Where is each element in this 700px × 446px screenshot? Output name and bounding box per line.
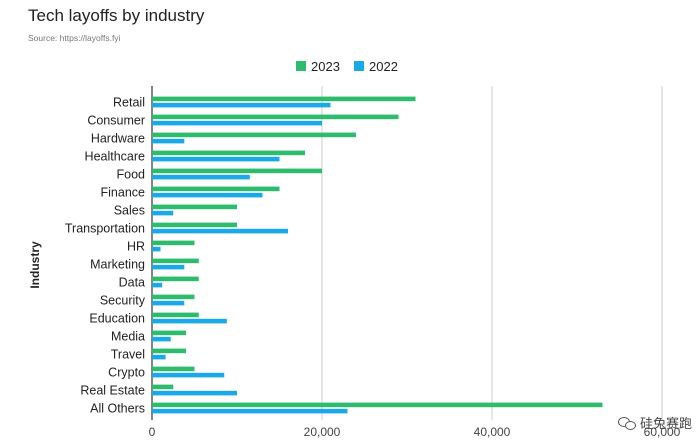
bar-2023-sales	[152, 204, 237, 210]
bar-2022-retail	[152, 102, 331, 108]
bar-2022-finance	[152, 192, 263, 198]
category-label: Media	[111, 330, 145, 344]
bar-2022-consumer	[152, 120, 322, 126]
chart-legend: 2023 2022	[296, 59, 398, 74]
x-tick-label: 20,000	[304, 425, 341, 439]
bar-2022-hardware	[152, 138, 185, 144]
watermark: 硅兔赛跑	[617, 413, 692, 432]
watermark-text: 硅兔赛跑	[639, 416, 692, 431]
y-axis-title: Industry	[28, 241, 42, 289]
bar-2022-marketing	[152, 264, 185, 270]
bar-2022-sales	[152, 210, 174, 216]
category-label: Food	[117, 168, 146, 182]
bar-2023-healthcare	[152, 150, 305, 156]
bar-2023-finance	[152, 186, 280, 192]
bar-2022-healthcare	[152, 156, 280, 162]
bar-2022-real-estate	[152, 390, 237, 396]
bar-2023-consumer	[152, 114, 399, 120]
category-label: Marketing	[90, 258, 145, 272]
chart-title: Tech layoffs by industry	[28, 6, 205, 25]
legend-label-2023: 2023	[311, 59, 340, 74]
bar-2023-real-estate	[152, 384, 174, 390]
category-label: Security	[100, 294, 146, 308]
bar-2023-food	[152, 168, 322, 174]
category-label: Crypto	[108, 366, 145, 380]
legend-label-2022: 2022	[369, 59, 398, 74]
bar-2022-data	[152, 282, 163, 288]
x-tick-label: 40,000	[474, 425, 511, 439]
category-label: Education	[89, 312, 145, 326]
bar-2023-retail	[152, 96, 416, 102]
bar-2023-data	[152, 276, 199, 282]
bar-2023-education	[152, 312, 199, 318]
x-tick-label: 60,000	[644, 425, 681, 439]
bar-2022-crypto	[152, 372, 225, 378]
chart-subtitle: Source: https://layoffs.fyi	[28, 33, 121, 43]
category-label: Travel	[111, 348, 145, 362]
legend-swatch-2023	[296, 61, 306, 71]
bar-2022-hr	[152, 246, 161, 252]
bar-2023-marketing	[152, 258, 199, 264]
bar-2023-hardware	[152, 132, 356, 138]
category-label: Finance	[101, 186, 146, 200]
bar-2023-hr	[152, 240, 195, 246]
bar-2022-education	[152, 318, 227, 324]
category-label: Data	[119, 276, 145, 290]
legend-swatch-2022	[354, 61, 364, 71]
category-label: Consumer	[87, 114, 145, 128]
bar-2023-all-others	[152, 402, 603, 408]
wechat-logo-icon	[617, 416, 636, 430]
bar-2022-media	[152, 336, 171, 342]
bar-2022-all-others	[152, 408, 348, 414]
bar-2022-transportation	[152, 228, 288, 234]
bar-2023-travel	[152, 348, 186, 354]
category-label: Healthcare	[85, 150, 145, 164]
x-axis-tick-labels: 0 20,000 40,000 60,000	[149, 425, 681, 439]
category-label: Sales	[114, 204, 145, 218]
bar-2022-food	[152, 174, 250, 180]
category-label: All Others	[90, 402, 145, 416]
category-labels: Retail Consumer Hardware Healthcare Food Fina…	[65, 96, 146, 416]
bar-2023-security	[152, 294, 195, 300]
category-label: HR	[127, 240, 145, 254]
bar-2023-crypto	[152, 366, 195, 372]
category-label: Hardware	[91, 132, 145, 146]
bar-2023-media	[152, 330, 186, 336]
chart-bars	[152, 96, 603, 414]
bar-2022-security	[152, 300, 185, 306]
category-label: Real Estate	[80, 384, 145, 398]
category-label: Retail	[113, 96, 145, 110]
category-label: Transportation	[65, 222, 145, 236]
bar-2023-transportation	[152, 222, 237, 228]
bar-2022-travel	[152, 354, 166, 360]
x-tick-label: 0	[149, 425, 156, 439]
